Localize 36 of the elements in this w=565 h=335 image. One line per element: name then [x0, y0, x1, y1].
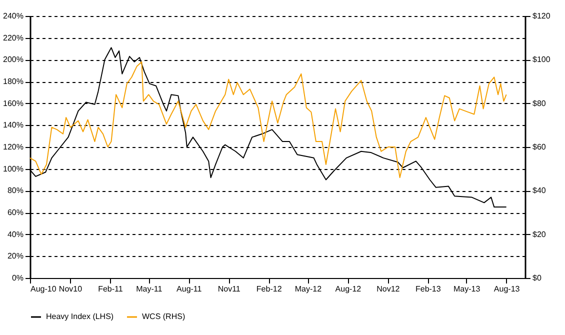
y-tick-label: 80% — [7, 186, 24, 196]
x-tick-label: May-11 — [136, 284, 163, 294]
y2-tick-label: $40 — [532, 186, 546, 196]
legend-label: WCS (RHS) — [142, 312, 186, 321]
y2-tick-label: $0 — [532, 274, 542, 282]
x-tick-label: Nov12 — [376, 284, 400, 294]
x-tick-label: Feb-11 — [98, 284, 124, 294]
y-tick-label: 220% — [3, 33, 24, 42]
line-series — [30, 61, 507, 178]
y-tick-label: 180% — [3, 77, 24, 86]
y-tick-label: 40% — [7, 230, 24, 239]
y2-tick-label: $60 — [532, 142, 546, 152]
x-tick-label: Nov11 — [218, 284, 241, 294]
y-tick-label: 20% — [7, 252, 24, 261]
y-tick-label: 60% — [7, 208, 24, 217]
x-tick-label: Aug-12 — [335, 284, 362, 294]
y-tick-label: 0% — [12, 274, 24, 282]
x-tick-label: Feb-13 — [415, 284, 442, 294]
y2-tick-label: $120 — [532, 12, 551, 20]
y-tick-label: 100% — [3, 164, 24, 174]
y-tick-label: 120% — [3, 142, 24, 152]
y2-tick-label: $20 — [532, 230, 546, 239]
x-tick-label: Aug-11 — [176, 284, 202, 294]
x-tick-label: Nov10 — [58, 284, 83, 294]
y-tick-label: 160% — [3, 98, 24, 108]
y-tick-label: 240% — [3, 12, 24, 20]
x-tick-label: Feb-12 — [256, 284, 282, 294]
y-tick-label: 140% — [3, 120, 24, 130]
x-tick-label: May-13 — [453, 284, 481, 294]
y2-tick-label: $100 — [532, 55, 551, 64]
x-tick-label: Aug-13 — [494, 284, 520, 294]
y-tick-label: 200% — [3, 55, 24, 64]
y2-tick-label: $80 — [532, 98, 546, 108]
x-tick-label: Aug-10 — [30, 284, 57, 294]
x-tick-label: May-12 — [294, 284, 322, 294]
legend-label: Heavy Index (LHS) — [46, 312, 114, 321]
